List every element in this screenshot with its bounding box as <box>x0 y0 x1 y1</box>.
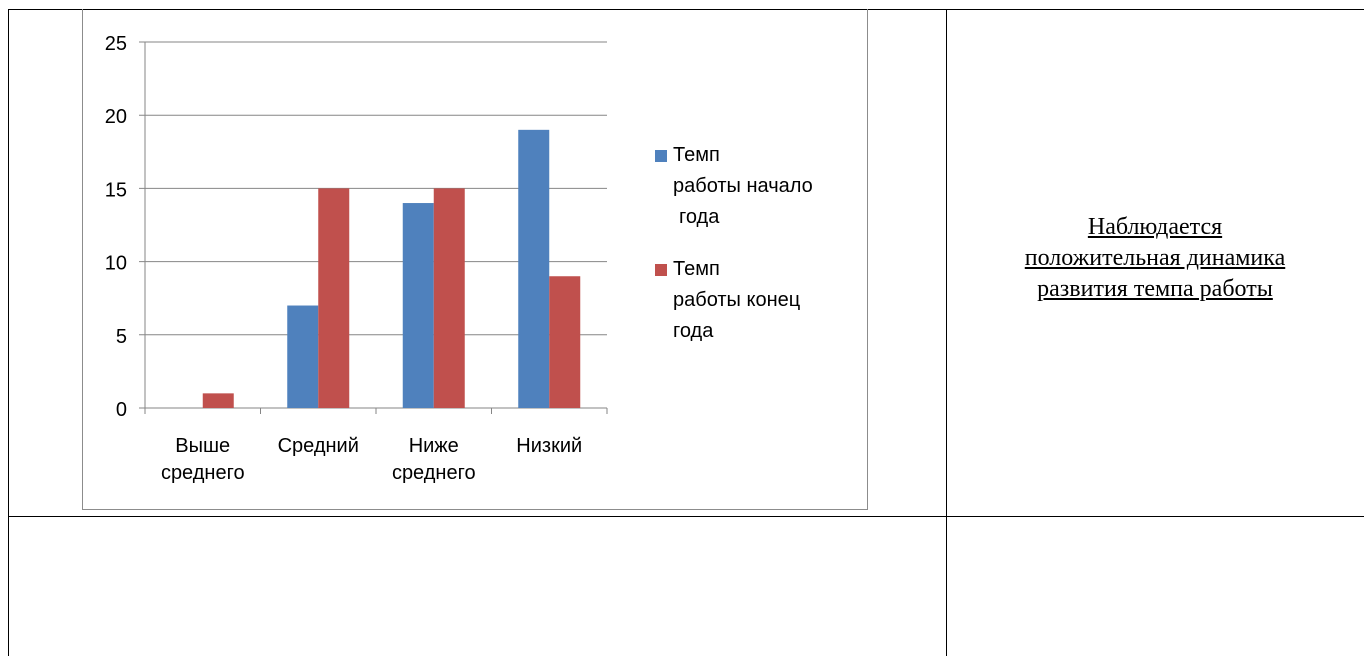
legend-label: работы конец <box>673 289 800 311</box>
table-column-divider <box>946 9 947 656</box>
legend-label: Темп <box>673 144 720 166</box>
table-border-left <box>8 9 9 656</box>
legend-label: работы начало <box>673 175 813 197</box>
bar-2 <box>549 276 581 408</box>
x-tick-label: среднего <box>161 462 245 484</box>
y-tick-label: 20 <box>105 106 127 128</box>
legend-label: года <box>673 320 714 342</box>
y-tick-label: 0 <box>116 399 127 421</box>
y-tick-label: 25 <box>105 33 127 55</box>
x-tick-label: Средний <box>278 435 359 457</box>
bar-2 <box>202 393 234 408</box>
bar-1 <box>287 305 319 408</box>
note-line: Наблюдается <box>1087 214 1223 240</box>
y-tick-label: 5 <box>116 326 127 348</box>
legend-swatch <box>655 150 667 162</box>
chart-frame: 0 5 10 15 20 25 Выше среднего Средний Ниже среднег… <box>82 9 868 510</box>
x-tick-label: Выше <box>175 435 230 457</box>
x-tick-label: среднего <box>392 462 476 484</box>
y-tick-label: 10 <box>105 253 127 275</box>
note-line: развития темпа работы <box>1037 276 1273 302</box>
x-tick-label: Низкий <box>516 435 582 457</box>
table-row-divider <box>8 516 1364 517</box>
legend-label: Темп <box>673 258 720 280</box>
legend-swatch <box>655 264 667 276</box>
conclusion-note: Наблюдается положительная динамика разви… <box>960 212 1350 305</box>
bar-chart: 0 5 10 15 20 25 Выше среднего Средний Ниже среднег… <box>105 33 813 484</box>
note-line: положительная динамика <box>1024 245 1286 271</box>
y-tick-label: 15 <box>105 179 127 201</box>
bar-1 <box>402 203 434 408</box>
legend-label: года <box>679 206 720 228</box>
x-tick-label: Ниже <box>409 435 459 457</box>
bar-2 <box>433 188 465 408</box>
table-border-top <box>8 9 1364 10</box>
bar-2 <box>318 188 350 408</box>
bar-1 <box>518 129 550 408</box>
